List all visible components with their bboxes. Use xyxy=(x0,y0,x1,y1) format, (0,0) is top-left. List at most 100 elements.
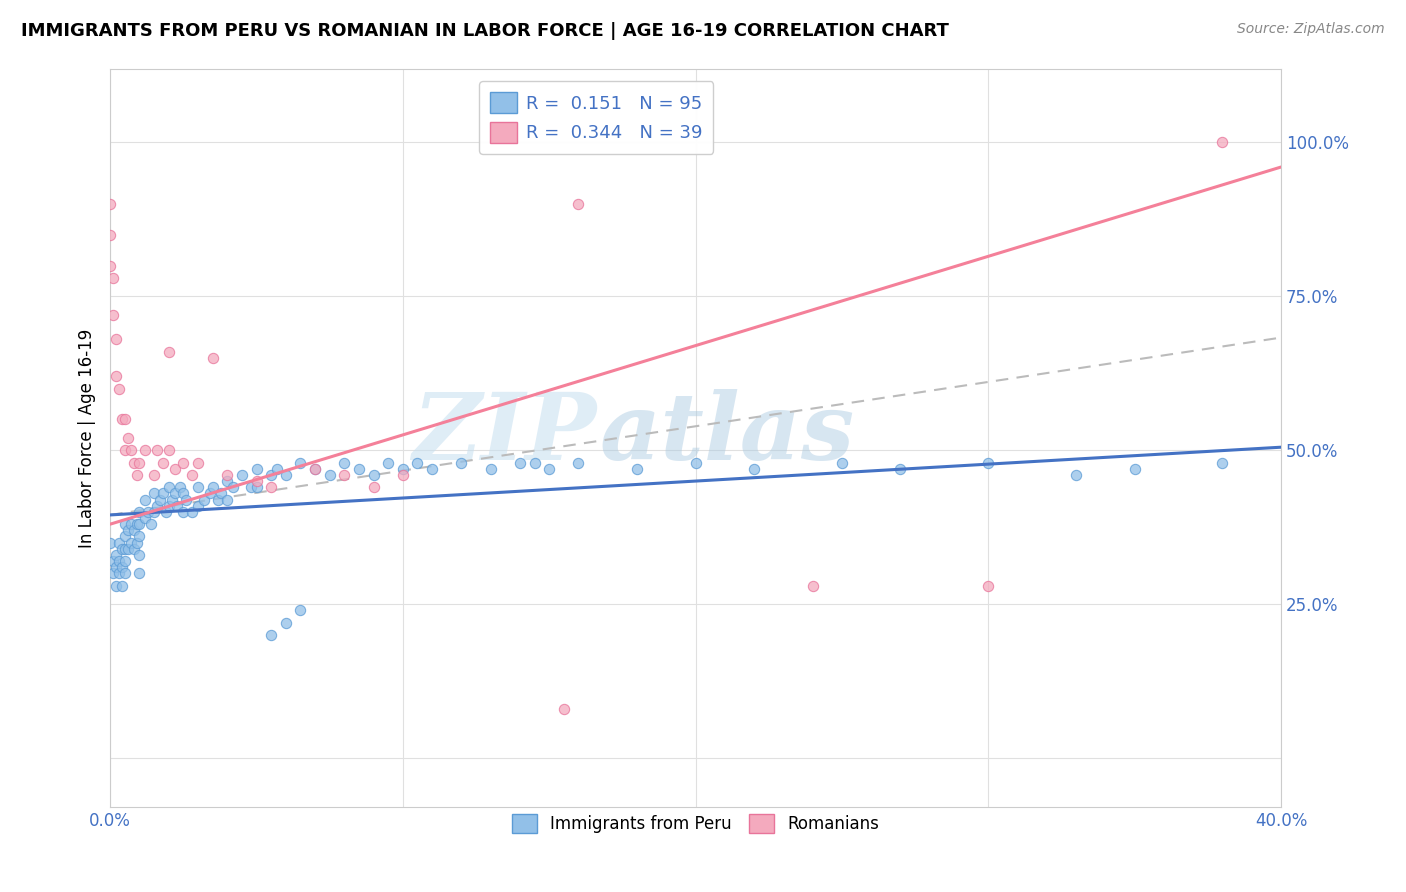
Point xyxy=(245,462,267,476)
Point xyxy=(143,505,166,519)
Point xyxy=(157,443,180,458)
Point xyxy=(977,579,1000,593)
Point xyxy=(149,492,172,507)
Point xyxy=(172,486,194,500)
Point xyxy=(128,505,150,519)
Point xyxy=(201,351,224,365)
Point xyxy=(479,462,502,476)
Point xyxy=(108,382,131,396)
Point xyxy=(538,462,561,476)
Point xyxy=(111,541,134,556)
Point xyxy=(105,548,128,562)
Point xyxy=(101,271,124,285)
Point xyxy=(136,505,159,519)
Point xyxy=(333,456,356,470)
Point xyxy=(114,412,136,426)
Point xyxy=(125,467,148,482)
Point xyxy=(347,462,370,476)
Point xyxy=(231,467,253,482)
Point xyxy=(392,462,415,476)
Point xyxy=(111,412,134,426)
Point xyxy=(120,443,142,458)
Point xyxy=(114,529,136,543)
Point xyxy=(152,486,174,500)
Point xyxy=(155,505,177,519)
Point xyxy=(128,517,150,532)
Point xyxy=(304,462,326,476)
Point xyxy=(567,197,589,211)
Point xyxy=(143,467,166,482)
Text: atlas: atlas xyxy=(599,389,855,479)
Point xyxy=(111,560,134,574)
Point xyxy=(114,566,136,581)
Point xyxy=(245,474,267,488)
Point xyxy=(98,197,121,211)
Point xyxy=(685,456,707,470)
Y-axis label: In Labor Force | Age 16-19: In Labor Force | Age 16-19 xyxy=(79,328,96,548)
Point xyxy=(157,344,180,359)
Point xyxy=(146,499,169,513)
Point xyxy=(1123,462,1146,476)
Point xyxy=(260,628,283,642)
Point xyxy=(181,505,204,519)
Point xyxy=(166,499,188,513)
Point xyxy=(169,480,191,494)
Point xyxy=(290,603,312,617)
Point xyxy=(122,541,145,556)
Point xyxy=(108,535,131,549)
Point xyxy=(125,517,148,532)
Point xyxy=(420,462,443,476)
Point xyxy=(274,467,297,482)
Point xyxy=(187,456,209,470)
Point xyxy=(553,702,575,716)
Point xyxy=(742,462,765,476)
Point xyxy=(260,480,283,494)
Point xyxy=(134,443,156,458)
Point xyxy=(114,517,136,532)
Point xyxy=(114,554,136,568)
Point xyxy=(134,511,156,525)
Point xyxy=(187,480,209,494)
Point xyxy=(266,462,288,476)
Point xyxy=(114,443,136,458)
Point xyxy=(105,560,128,574)
Point xyxy=(217,467,239,482)
Point xyxy=(105,333,128,347)
Point xyxy=(201,480,224,494)
Point xyxy=(128,456,150,470)
Point xyxy=(122,456,145,470)
Point xyxy=(406,456,429,470)
Point xyxy=(260,467,283,482)
Point xyxy=(290,456,312,470)
Point xyxy=(163,462,186,476)
Point xyxy=(1211,456,1233,470)
Point xyxy=(120,517,142,532)
Point xyxy=(117,524,139,538)
Point xyxy=(128,548,150,562)
Point xyxy=(108,566,131,581)
Text: ZIP: ZIP xyxy=(412,389,596,479)
Point xyxy=(318,467,340,482)
Point xyxy=(122,524,145,538)
Point xyxy=(157,499,180,513)
Point xyxy=(101,554,124,568)
Point xyxy=(128,529,150,543)
Point xyxy=(172,505,194,519)
Point xyxy=(392,467,415,482)
Point xyxy=(98,227,121,242)
Point xyxy=(134,492,156,507)
Point xyxy=(128,566,150,581)
Point xyxy=(139,517,162,532)
Point xyxy=(363,480,385,494)
Point xyxy=(1064,467,1087,482)
Point xyxy=(450,456,472,470)
Point xyxy=(181,467,204,482)
Point xyxy=(111,579,134,593)
Point xyxy=(245,480,267,494)
Point xyxy=(143,486,166,500)
Point xyxy=(304,462,326,476)
Point xyxy=(157,480,180,494)
Point xyxy=(101,566,124,581)
Point xyxy=(239,480,262,494)
Point xyxy=(977,456,1000,470)
